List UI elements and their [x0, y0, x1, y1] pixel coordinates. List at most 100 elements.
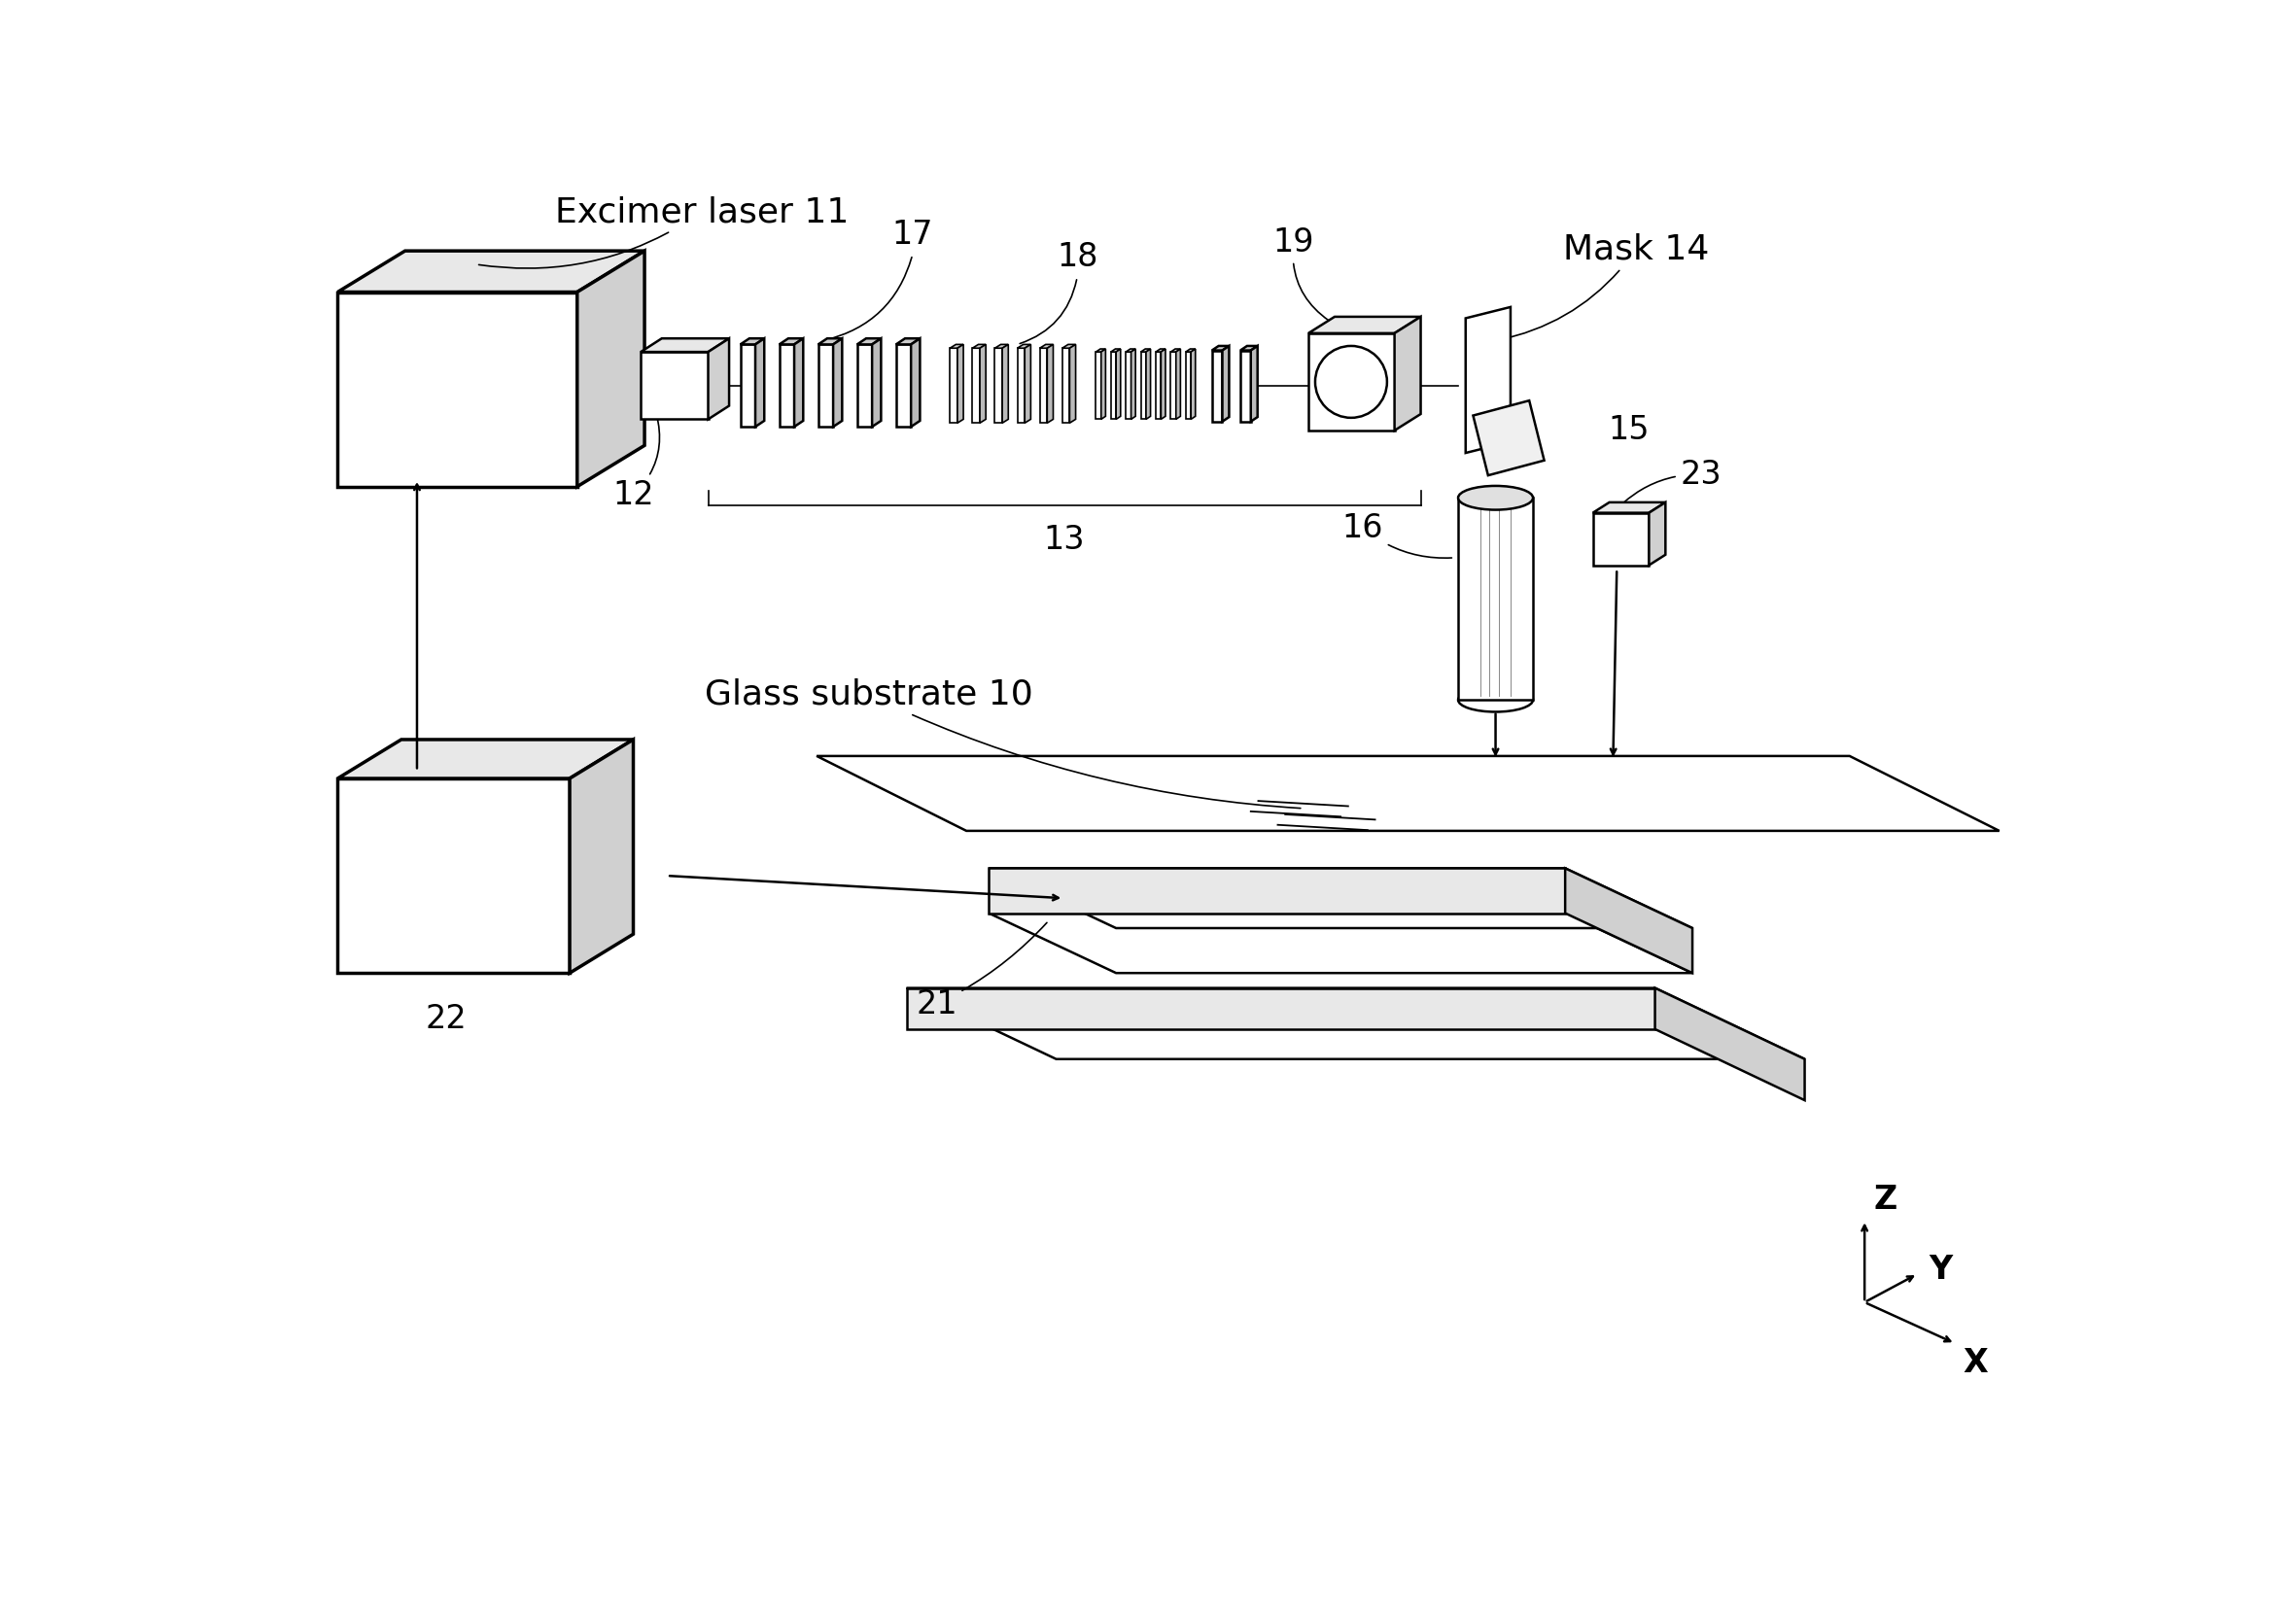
Polygon shape	[1465, 307, 1511, 453]
Polygon shape	[974, 344, 985, 349]
Polygon shape	[895, 344, 912, 427]
Polygon shape	[1111, 352, 1116, 419]
Polygon shape	[907, 988, 1655, 1029]
Polygon shape	[1185, 349, 1196, 352]
Text: 18: 18	[1056, 242, 1097, 273]
Polygon shape	[990, 868, 1566, 914]
Polygon shape	[951, 349, 957, 424]
Polygon shape	[1063, 344, 1075, 349]
Text: 19: 19	[1272, 226, 1329, 320]
Polygon shape	[1132, 349, 1137, 419]
Polygon shape	[1146, 349, 1150, 419]
Polygon shape	[1063, 349, 1070, 424]
Polygon shape	[1162, 349, 1166, 419]
Polygon shape	[1212, 346, 1228, 351]
Polygon shape	[1040, 349, 1047, 424]
Text: Z: Z	[1874, 1185, 1896, 1216]
Polygon shape	[980, 344, 985, 424]
Polygon shape	[1309, 333, 1394, 430]
Polygon shape	[1017, 344, 1031, 349]
Polygon shape	[1649, 503, 1665, 565]
Polygon shape	[1176, 349, 1180, 419]
Polygon shape	[778, 344, 794, 427]
Polygon shape	[856, 339, 882, 344]
Polygon shape	[1458, 498, 1534, 700]
Polygon shape	[1212, 351, 1221, 422]
Polygon shape	[872, 339, 882, 427]
Polygon shape	[739, 339, 765, 344]
Polygon shape	[1171, 352, 1176, 419]
Polygon shape	[1655, 988, 1805, 1100]
Text: Excimer laser 11: Excimer laser 11	[480, 195, 850, 268]
Text: Y: Y	[1929, 1255, 1952, 1285]
Polygon shape	[990, 914, 1692, 974]
Text: 15: 15	[1607, 414, 1649, 446]
Polygon shape	[338, 740, 634, 779]
Polygon shape	[957, 344, 964, 424]
Polygon shape	[951, 344, 964, 349]
Polygon shape	[1309, 316, 1421, 333]
Polygon shape	[1240, 346, 1258, 351]
Polygon shape	[338, 252, 645, 292]
Polygon shape	[576, 252, 645, 487]
Polygon shape	[794, 339, 804, 427]
Polygon shape	[1141, 352, 1146, 419]
Polygon shape	[1240, 351, 1251, 422]
Polygon shape	[856, 344, 872, 427]
Polygon shape	[817, 344, 833, 427]
Polygon shape	[1566, 868, 1692, 974]
Text: X: X	[1963, 1347, 1988, 1380]
Polygon shape	[778, 339, 804, 344]
Polygon shape	[569, 740, 634, 974]
Polygon shape	[817, 339, 843, 344]
Polygon shape	[1024, 344, 1031, 424]
Polygon shape	[641, 339, 730, 352]
Polygon shape	[1003, 344, 1008, 424]
Polygon shape	[1040, 344, 1054, 349]
Polygon shape	[739, 344, 755, 427]
Polygon shape	[1116, 349, 1120, 419]
Polygon shape	[974, 349, 980, 424]
Polygon shape	[1221, 346, 1228, 422]
Polygon shape	[1095, 349, 1107, 352]
Polygon shape	[1017, 349, 1024, 424]
Polygon shape	[1047, 344, 1054, 424]
Text: 16: 16	[1341, 511, 1451, 558]
Polygon shape	[912, 339, 921, 427]
Text: Mask 14: Mask 14	[1499, 232, 1708, 341]
Polygon shape	[1155, 349, 1166, 352]
Text: 21: 21	[916, 922, 1047, 1021]
Polygon shape	[1185, 352, 1192, 419]
Polygon shape	[1125, 352, 1132, 419]
Polygon shape	[641, 352, 707, 419]
Polygon shape	[338, 292, 576, 487]
Polygon shape	[994, 344, 1008, 349]
Polygon shape	[1251, 346, 1258, 422]
Polygon shape	[817, 756, 2000, 831]
Polygon shape	[1171, 349, 1180, 352]
Polygon shape	[1192, 349, 1196, 419]
Polygon shape	[707, 339, 730, 419]
Ellipse shape	[1458, 688, 1534, 712]
Polygon shape	[1155, 352, 1162, 419]
Text: 12: 12	[613, 414, 659, 511]
Ellipse shape	[1458, 485, 1534, 510]
Polygon shape	[1095, 352, 1102, 419]
Polygon shape	[1102, 349, 1107, 419]
Polygon shape	[338, 779, 569, 974]
Text: 22: 22	[425, 1003, 466, 1035]
Text: 17: 17	[891, 219, 932, 252]
Text: 23: 23	[1623, 458, 1722, 503]
Polygon shape	[833, 339, 843, 427]
Text: 13: 13	[1045, 524, 1086, 557]
Polygon shape	[990, 868, 1692, 928]
Polygon shape	[994, 349, 1003, 424]
Polygon shape	[1474, 401, 1545, 476]
Polygon shape	[895, 339, 921, 344]
Polygon shape	[755, 339, 765, 427]
Polygon shape	[1593, 503, 1665, 513]
Polygon shape	[907, 988, 1805, 1060]
Polygon shape	[1125, 349, 1137, 352]
Polygon shape	[1593, 513, 1649, 565]
Polygon shape	[1070, 344, 1075, 424]
